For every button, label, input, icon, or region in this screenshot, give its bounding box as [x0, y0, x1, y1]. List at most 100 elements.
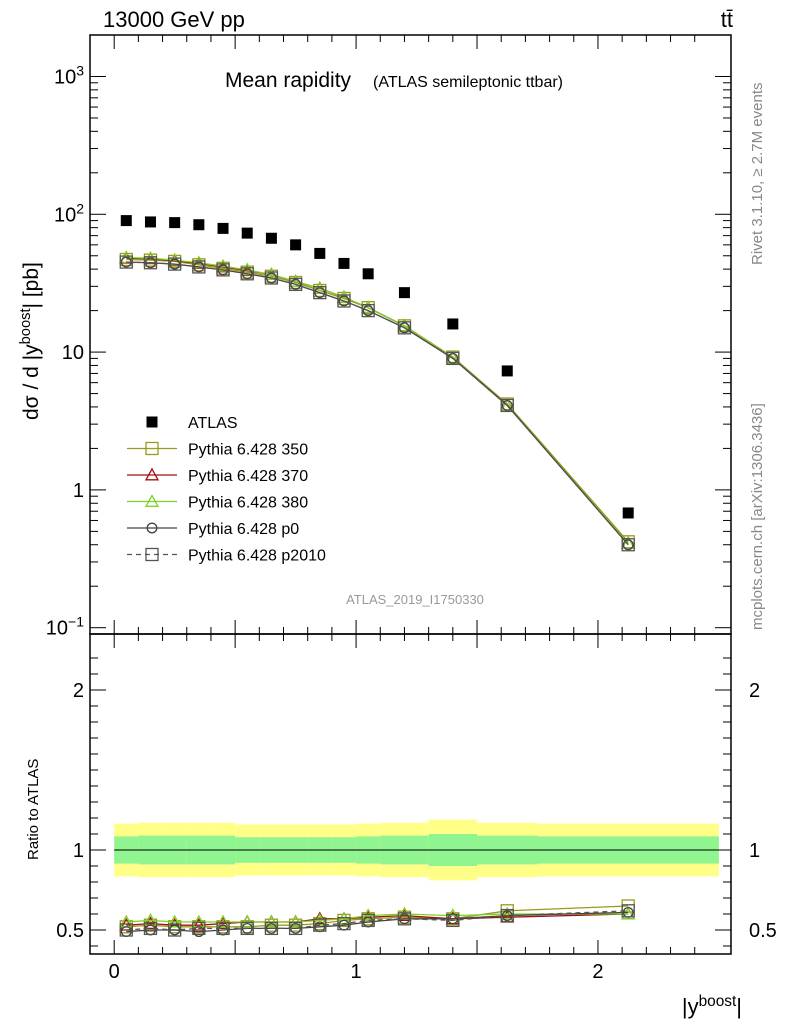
data-point-5 — [361, 303, 375, 318]
ratio-plot-panel: 0.5 0.5 1 1 2 2 0 1 2 — [56, 633, 777, 983]
ratio-line-4 — [126, 910, 629, 931]
legend-label: Pythia 6.428 p0 — [188, 521, 299, 538]
data-point-5 — [168, 257, 182, 271]
ratio-point-4 — [264, 921, 279, 936]
ratio-point-4 — [168, 923, 182, 937]
data-point-0 — [338, 257, 350, 269]
legend: ATLAS Pythia 6.428 350 Pythia 6.428 370 Pyt… — [127, 415, 326, 565]
ratio-point-3 — [169, 924, 181, 936]
data-point-4 — [290, 278, 302, 290]
data-point-5 — [240, 267, 254, 281]
data-point-0 — [144, 216, 156, 228]
data-point-5 — [192, 260, 206, 274]
ratio-axes: 0.5 0.5 1 1 2 2 0 1 2 — [56, 634, 777, 983]
ratio-y-tick-label: 2 — [73, 680, 84, 702]
data-point-5 — [621, 538, 635, 552]
ratio-y-tick-label-right: 0.5 — [749, 920, 777, 942]
ratio-point-4 — [500, 908, 514, 923]
ratio-y-tick-label-right: 2 — [749, 680, 760, 702]
ratio-point-4 — [143, 921, 158, 936]
ratio-point-4 — [361, 913, 375, 928]
data-point-4 — [265, 272, 277, 284]
data-point-3 — [621, 535, 636, 549]
x-axis-label: |yboost| — [682, 993, 742, 1020]
legend-label: ATLAS — [188, 415, 238, 432]
ratio-point-4 — [240, 921, 254, 936]
data-point-5 — [313, 285, 327, 300]
data-point-5 — [143, 256, 158, 270]
ratio-y-tick-label-right: 1 — [749, 840, 760, 862]
data-point-0 — [290, 239, 302, 251]
ratio-point-4 — [192, 921, 206, 936]
data-point-3 — [397, 318, 412, 332]
chart-subtitle: (ATLAS semileptonic ttbar) — [373, 74, 563, 91]
legend-label: Pythia 6.428 350 — [188, 442, 308, 459]
data-point-5 — [337, 294, 351, 308]
legend-label: Pythia 6.428 370 — [188, 468, 308, 485]
data-point-4 — [193, 261, 205, 273]
data-point-0 — [447, 318, 459, 330]
mcplots-label: mcplots.cern.ch [arXiv:1306.3436] — [749, 403, 766, 630]
data-point-5 — [500, 398, 514, 413]
data-point-4 — [241, 268, 253, 280]
ratio-point-3 — [265, 922, 277, 934]
data-point-0 — [314, 247, 326, 259]
ratio-point-4 — [119, 923, 133, 937]
legend-marker — [144, 494, 160, 507]
ratio-point-1 — [312, 911, 327, 925]
main-plot-frame — [89, 34, 732, 635]
ratio-point-4 — [397, 912, 412, 926]
y-tick-label: 1 — [73, 480, 84, 502]
data-point-0 — [169, 217, 181, 229]
x-tick-label: 0 — [109, 961, 120, 983]
data-point-4 — [447, 352, 459, 364]
legend-marker — [146, 416, 158, 428]
data-point-0 — [241, 227, 253, 239]
data-point-0 — [362, 268, 374, 280]
data-point-4 — [399, 322, 410, 334]
y-axis-label: dσ / d |yboost| [pb] — [18, 262, 43, 420]
data-point-5 — [397, 321, 412, 335]
legend-label: Pythia 6.428 p2010 — [188, 548, 326, 565]
data-point-4 — [622, 539, 634, 551]
data-point-4 — [501, 399, 513, 411]
ratio-point-3 — [241, 922, 253, 934]
process-label: tt̄ — [721, 7, 733, 32]
data-point-5 — [216, 263, 230, 277]
data-point-0 — [120, 215, 132, 227]
chart-title: Mean rapidity — [225, 69, 352, 92]
legend-marker — [144, 467, 160, 481]
data-point-4 — [338, 295, 350, 307]
data-point-0 — [265, 232, 277, 244]
ratio-point-2 — [167, 914, 182, 928]
data-point-4 — [362, 305, 374, 317]
data-point-5 — [264, 271, 279, 285]
data-point-5 — [288, 277, 303, 292]
ratio-point-4 — [446, 913, 460, 928]
data-point-5 — [119, 255, 133, 269]
y-tick-label: 103 — [54, 62, 84, 88]
data-point-0 — [398, 287, 410, 299]
ratio-point-4 — [337, 916, 351, 931]
ratio-point-4 — [216, 921, 230, 936]
ratio-point-2 — [215, 914, 231, 928]
ratio-point-2 — [288, 914, 303, 928]
ratio-point-2 — [500, 906, 515, 920]
ratio-point-3 — [193, 926, 205, 938]
ratio-point-2 — [621, 906, 636, 920]
data-point-0 — [193, 219, 205, 231]
ratio-point-2 — [240, 914, 255, 928]
data-point-3 — [167, 252, 182, 266]
ratio-point-4 — [313, 918, 327, 932]
legend-marker — [145, 441, 159, 456]
ratio-y-axis-label: Ratio to ATLAS — [25, 759, 42, 860]
rivet-label: Rivet 3.1.10, ≥ 2.7M events — [749, 83, 766, 266]
legend-marker — [145, 547, 159, 562]
series-line-5 — [126, 261, 629, 546]
data-point-0 — [501, 365, 513, 377]
series-line-3 — [126, 256, 629, 544]
ratio-point-3 — [501, 910, 513, 922]
ratio-y-tick-label: 0.5 — [56, 920, 84, 942]
ratio-point-2 — [264, 914, 279, 928]
